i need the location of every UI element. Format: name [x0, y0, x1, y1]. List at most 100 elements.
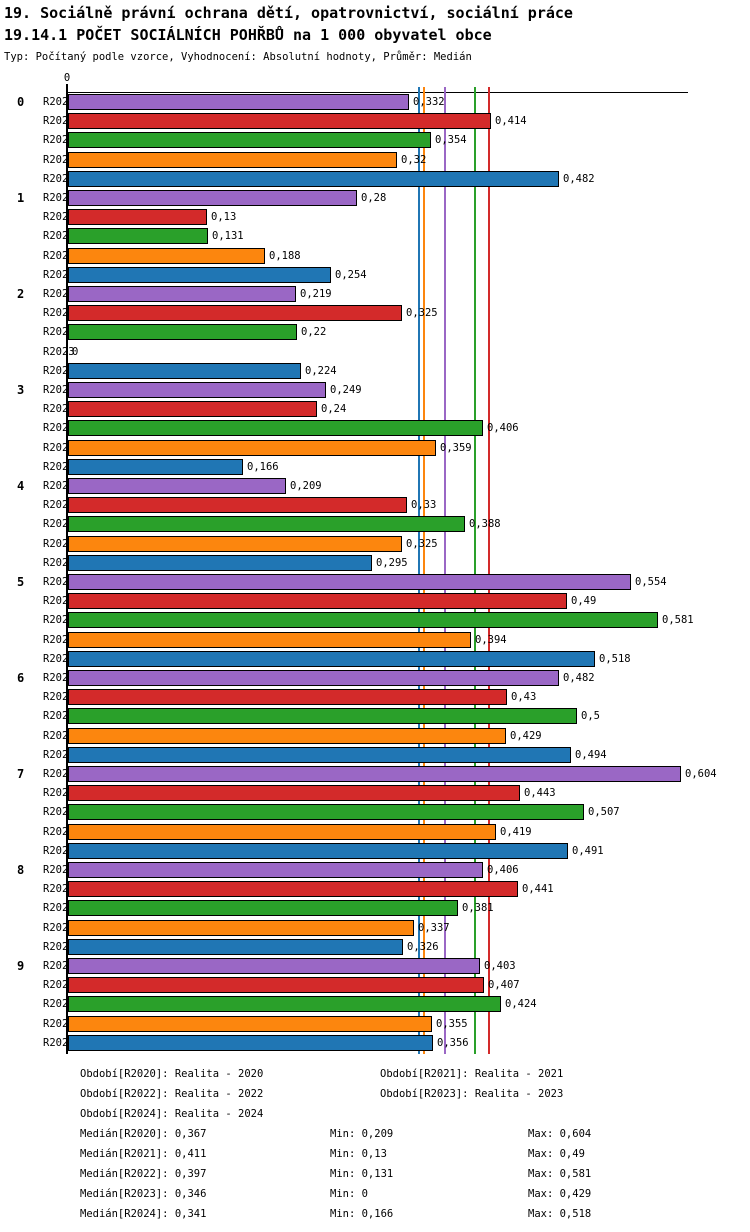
- group-label: 8: [17, 863, 25, 877]
- legend-period-row: Období[R2020]: Realita - 2020 Období[R202…: [0, 1068, 750, 1088]
- bar: [68, 1035, 433, 1051]
- value-label: 0,554: [635, 576, 667, 588]
- bar: [68, 286, 296, 302]
- group-label: 1: [17, 191, 25, 205]
- legend-stat-row: Medián[R2022]: 0,397 Min: 0,131 Max: 0,581: [0, 1168, 750, 1188]
- series-label: R2021: [43, 499, 75, 511]
- group-label: 2: [17, 287, 25, 301]
- series-label: R2021: [43, 115, 75, 127]
- series-label: R2023: [43, 730, 75, 742]
- series-label: R2021: [43, 979, 75, 991]
- bar: [68, 132, 431, 148]
- legend-stat-row: Medián[R2020]: 0,367 Min: 0,209 Max: 0,604: [0, 1128, 750, 1148]
- value-label: 0,359: [440, 442, 472, 454]
- series-label: R2024: [43, 365, 75, 377]
- bar: [68, 324, 297, 340]
- bar: [68, 920, 414, 936]
- series-label: R2023: [43, 346, 75, 358]
- series-label: R2021: [43, 211, 75, 223]
- series-label: R2021: [43, 307, 75, 319]
- bar: [68, 881, 518, 897]
- y-axis-line: [66, 92, 68, 1054]
- value-label: 0,209: [290, 480, 322, 492]
- median-line-r2023: [423, 87, 425, 1054]
- series-label: R2021: [43, 691, 75, 703]
- legend-stat-row: Medián[R2024]: 0,341 Min: 0,166 Max: 0,518: [0, 1208, 750, 1228]
- series-label: R2022: [43, 902, 75, 914]
- bar: [68, 593, 567, 609]
- bar: [68, 939, 403, 955]
- bar: [68, 113, 491, 129]
- value-label: 0,337: [418, 922, 450, 934]
- value-label: 0,49: [571, 595, 597, 607]
- value-label: 0,13: [211, 211, 237, 223]
- legend-period-label: Období[R2021]: Realita - 2021: [380, 1068, 564, 1080]
- value-label: 0,131: [212, 230, 244, 242]
- series-label: R2022: [43, 422, 75, 434]
- series-label: R2024: [43, 845, 75, 857]
- x-axis-zero-tick: [66, 84, 68, 93]
- legend-stat-row: Medián[R2021]: 0,411 Min: 0,13 Max: 0,49: [0, 1148, 750, 1168]
- series-label: R2023: [43, 154, 75, 166]
- series-label: R2020: [43, 288, 75, 300]
- series-label: R2024: [43, 653, 75, 665]
- value-label: 0,224: [305, 365, 337, 377]
- group-label: 3: [17, 383, 25, 397]
- series-label: R2024: [43, 749, 75, 761]
- legend-period-label: Období[R2020]: Realita - 2020: [80, 1068, 264, 1080]
- series-label: R2020: [43, 384, 75, 396]
- value-label: 0,249: [330, 384, 362, 396]
- bar: [68, 824, 496, 840]
- value-label: 0,419: [500, 826, 532, 838]
- value-label: 0,407: [488, 979, 520, 991]
- bar: [68, 516, 465, 532]
- value-label: 0,424: [505, 998, 537, 1010]
- series-label: R2023: [43, 826, 75, 838]
- value-label: 0,355: [436, 1018, 468, 1030]
- median-stat: Medián[R2021]: 0,411: [80, 1148, 207, 1160]
- bar: [68, 900, 458, 916]
- bar: [68, 670, 559, 686]
- group-label: 6: [17, 671, 25, 685]
- legend-period-row: Období[R2024]: Realita - 2024: [0, 1108, 750, 1128]
- min-stat: Min: 0,13: [330, 1148, 387, 1160]
- value-label: 0,491: [572, 845, 604, 857]
- value-label: 0,388: [469, 518, 501, 530]
- value-label: 0: [72, 346, 79, 358]
- value-label: 0,24: [321, 403, 347, 415]
- bar: [68, 785, 520, 801]
- value-label: 0,441: [522, 883, 554, 895]
- bar: [68, 228, 208, 244]
- value-label: 0,482: [563, 173, 595, 185]
- value-label: 0,166: [247, 461, 279, 473]
- median-stat: Medián[R2022]: 0,397: [80, 1168, 207, 1180]
- bar: [68, 612, 658, 628]
- bar: [68, 843, 568, 859]
- bar: [68, 536, 402, 552]
- series-label: R2020: [43, 96, 75, 108]
- value-label: 0,403: [484, 960, 516, 972]
- series-label: R2023: [43, 538, 75, 550]
- series-label: R2024: [43, 269, 75, 281]
- group-label: 9: [17, 959, 25, 973]
- bar: [68, 958, 480, 974]
- value-label: 0,295: [376, 557, 408, 569]
- series-label: R2023: [43, 634, 75, 646]
- value-label: 0,443: [524, 787, 556, 799]
- min-stat: Min: 0,166: [330, 1208, 394, 1220]
- value-label: 0,354: [435, 134, 467, 146]
- median-line-r2020: [444, 87, 446, 1054]
- min-stat: Min: 0: [330, 1188, 368, 1200]
- series-label: R2022: [43, 806, 75, 818]
- bar: [68, 420, 483, 436]
- bar: [68, 401, 317, 417]
- bar: [68, 152, 397, 168]
- x-axis-zero-label: 0: [63, 72, 71, 84]
- max-stat: Max: 0,581: [528, 1168, 592, 1180]
- value-label: 0,581: [662, 614, 694, 626]
- series-label: R2024: [43, 461, 75, 473]
- value-label: 0,406: [487, 422, 519, 434]
- median-stat: Medián[R2023]: 0,346: [80, 1188, 207, 1200]
- series-label: R2020: [43, 192, 75, 204]
- series-label: R2022: [43, 326, 75, 338]
